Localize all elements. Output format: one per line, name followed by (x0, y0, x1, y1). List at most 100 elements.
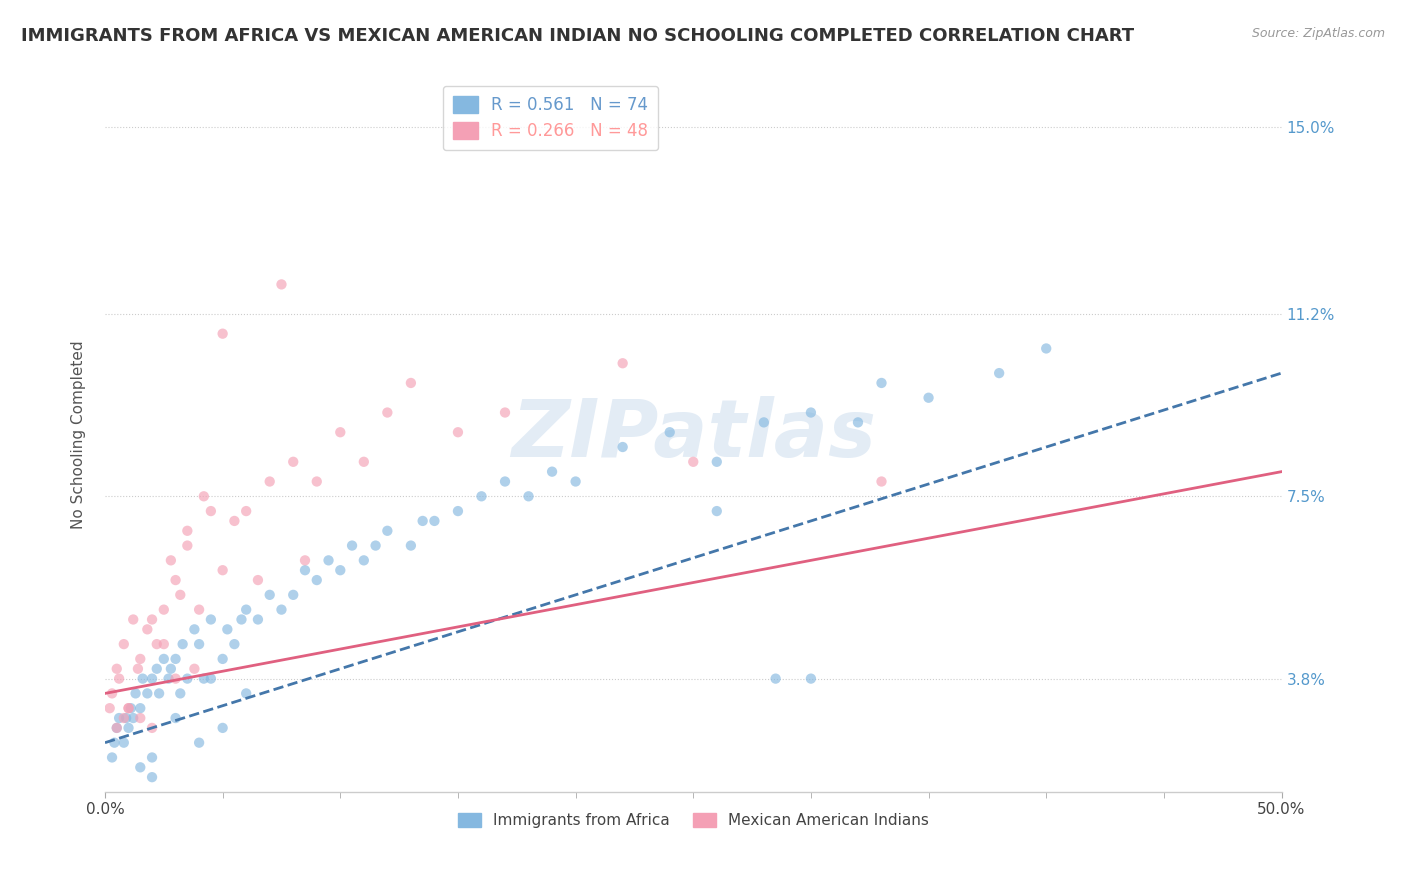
Legend: Immigrants from Africa, Mexican American Indians: Immigrants from Africa, Mexican American… (451, 807, 935, 834)
Point (447, 425, 470, 440)
Point (682, 455, 704, 469)
Point (517, 489, 540, 503)
Point (235, 686, 257, 700)
Point (800, 405, 823, 419)
Point (129, 760, 152, 774)
Point (141, 750, 163, 764)
Point (105, 721, 128, 735)
Point (148, 686, 170, 700)
Point (145, 662, 167, 676)
Point (235, 602, 257, 616)
Point (117, 701, 139, 715)
Point (494, 405, 516, 419)
Point (200, 672, 222, 686)
Point (318, 553, 340, 567)
Point (270, 602, 292, 616)
Point (165, 652, 187, 666)
Point (470, 489, 492, 503)
Point (200, 612, 222, 626)
Point (211, 721, 233, 735)
Point (211, 652, 233, 666)
Point (246, 573, 269, 587)
Point (211, 326, 233, 341)
Point (231, 612, 253, 626)
Point (188, 602, 211, 616)
Point (129, 652, 152, 666)
Point (294, 553, 316, 567)
Point (193, 672, 215, 686)
Point (800, 672, 823, 686)
Point (141, 770, 163, 784)
Point (103, 736, 125, 750)
Point (153, 652, 176, 666)
Point (183, 623, 205, 637)
Point (217, 623, 239, 637)
Point (112, 736, 135, 750)
Point (172, 637, 194, 651)
Point (353, 553, 375, 567)
Point (145, 637, 167, 651)
Y-axis label: No Schooling Completed: No Schooling Completed (72, 341, 86, 529)
Point (353, 455, 375, 469)
Point (160, 553, 183, 567)
Point (108, 672, 131, 686)
Point (127, 662, 149, 676)
Point (917, 391, 939, 405)
Point (447, 504, 470, 518)
Point (305, 475, 328, 489)
Point (141, 672, 163, 686)
Point (870, 376, 893, 390)
Point (211, 563, 233, 577)
Point (259, 475, 281, 489)
Point (765, 672, 787, 686)
Point (131, 672, 153, 686)
Point (120, 701, 142, 715)
Point (129, 711, 152, 725)
Point (283, 455, 305, 469)
Point (176, 524, 198, 538)
Point (188, 637, 211, 651)
Point (136, 623, 159, 637)
Point (270, 277, 292, 292)
Point (224, 514, 246, 528)
Point (112, 637, 135, 651)
Text: ZIPatlas: ZIPatlas (510, 396, 876, 474)
Point (136, 686, 159, 700)
Point (117, 721, 139, 735)
Point (141, 612, 163, 626)
Point (193, 489, 215, 503)
Point (246, 612, 269, 626)
Point (564, 475, 586, 489)
Point (1035, 342, 1057, 356)
Point (169, 686, 191, 700)
Point (101, 750, 124, 764)
Point (157, 672, 180, 686)
Point (364, 539, 387, 553)
Point (165, 573, 187, 587)
Point (329, 563, 352, 577)
Point (153, 602, 176, 616)
Point (294, 563, 316, 577)
Point (165, 672, 187, 686)
Point (141, 721, 163, 735)
Point (112, 711, 135, 725)
Point (153, 637, 176, 651)
Point (124, 686, 146, 700)
Point (706, 455, 728, 469)
Point (122, 612, 145, 626)
Point (108, 711, 131, 725)
Point (377, 524, 399, 538)
Point (412, 514, 434, 528)
Point (706, 504, 728, 518)
Point (117, 701, 139, 715)
Point (494, 475, 516, 489)
Point (399, 376, 422, 390)
Point (283, 588, 305, 602)
Point (423, 514, 446, 528)
Point (541, 465, 564, 479)
Point (165, 711, 187, 725)
Point (169, 588, 191, 602)
Point (105, 721, 128, 735)
Point (224, 637, 246, 651)
Point (188, 736, 211, 750)
